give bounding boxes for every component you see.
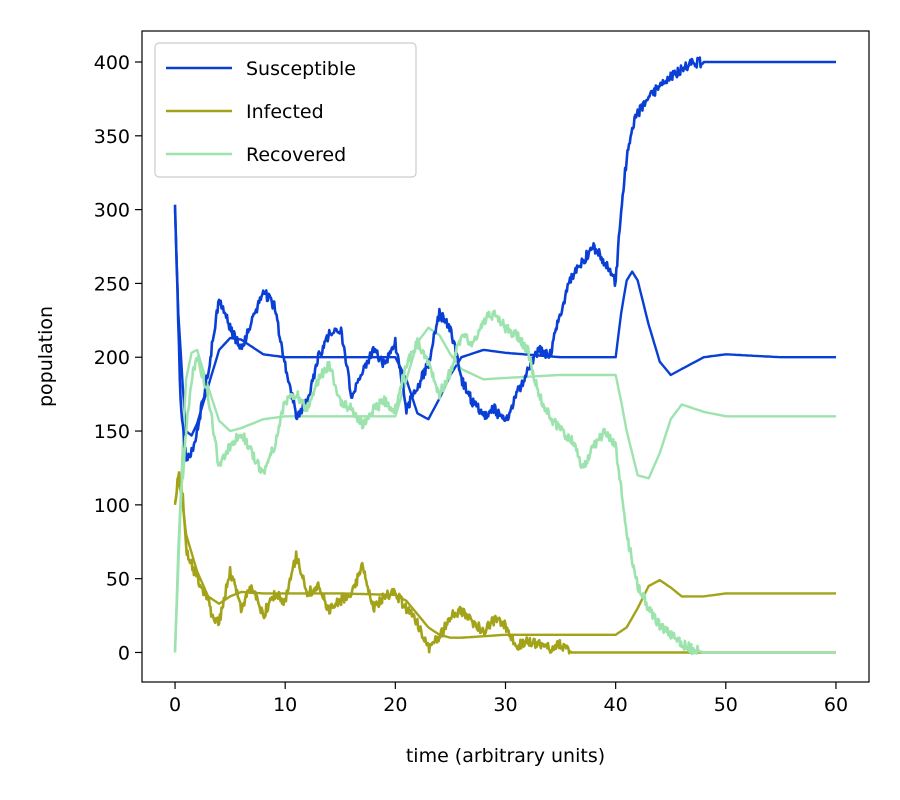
legend-box xyxy=(154,42,417,178)
y-tick-label: 350 xyxy=(94,126,130,148)
y-tick-label: 250 xyxy=(94,273,130,295)
x-tick-label: 20 xyxy=(383,694,407,716)
legend: Susceptible Infected Recovered xyxy=(154,42,417,178)
series-line-susceptible-deterministic xyxy=(173,209,836,437)
x-tick-label: 10 xyxy=(273,694,297,716)
x-axis-ticks: 0 10 20 30 40 50 60 xyxy=(169,682,848,716)
y-tick-label: 200 xyxy=(94,347,130,369)
series-line-recovered-stochastic xyxy=(173,309,837,656)
series-layer xyxy=(173,56,837,656)
x-tick-label: 40 xyxy=(604,694,628,716)
legend-label: Infected xyxy=(246,101,324,123)
x-tick-label: 50 xyxy=(714,694,738,716)
legend-label: Susceptible xyxy=(246,58,356,80)
series-line-susceptible-stochastic xyxy=(173,56,837,462)
x-tick-label: 0 xyxy=(169,694,181,716)
y-tick-label: 300 xyxy=(94,200,130,222)
y-tick-label: 400 xyxy=(94,52,130,74)
y-tick-label: 0 xyxy=(118,642,130,664)
x-tick-label: 30 xyxy=(493,694,517,716)
y-tick-label: 100 xyxy=(94,495,130,517)
y-tick-label: 50 xyxy=(106,569,130,591)
x-tick-label: 60 xyxy=(824,694,848,716)
legend-label: Recovered xyxy=(246,144,346,166)
x-axis-label: time (arbitrary units) xyxy=(406,745,605,767)
y-tick-label: 150 xyxy=(94,421,130,443)
y-axis-label: population xyxy=(35,306,57,407)
y-axis-ticks: 0 50 100 150 200 250 300 350 400 xyxy=(94,52,142,664)
series-line-infected-deterministic xyxy=(173,477,836,639)
